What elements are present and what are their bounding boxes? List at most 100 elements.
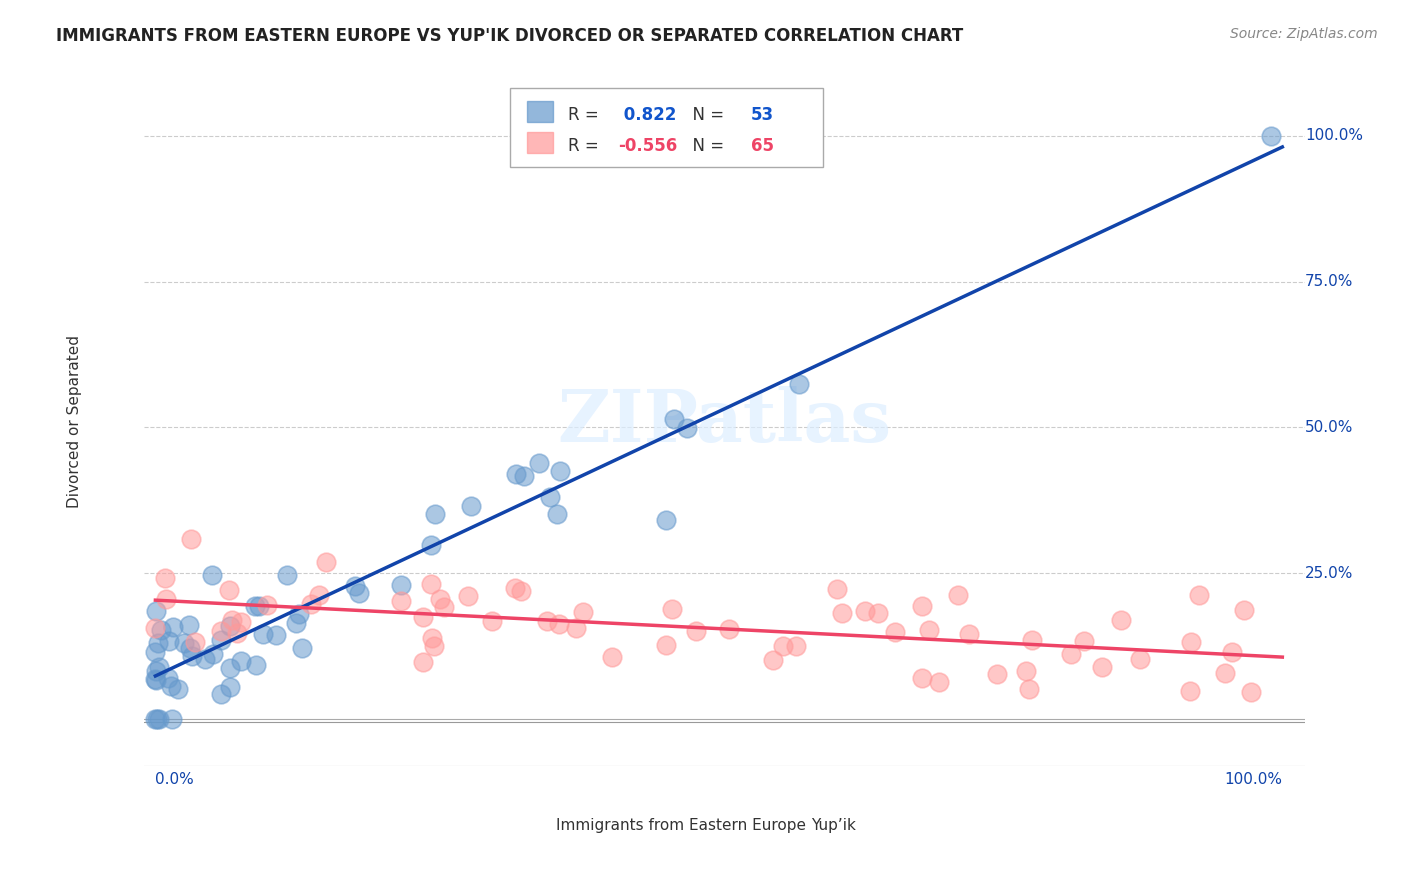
Point <box>419 538 441 552</box>
Point <box>419 576 441 591</box>
Point <box>548 616 571 631</box>
Point <box>957 626 980 640</box>
Text: 0.822: 0.822 <box>617 106 676 124</box>
FancyBboxPatch shape <box>516 820 541 835</box>
Point <box>264 628 287 642</box>
Point <box>226 625 249 640</box>
Point <box>664 412 686 426</box>
Point <box>513 469 536 483</box>
Point <box>1015 665 1038 679</box>
FancyBboxPatch shape <box>770 820 796 835</box>
Point <box>536 614 558 628</box>
FancyBboxPatch shape <box>527 101 553 122</box>
Point <box>155 571 177 585</box>
Text: N =: N = <box>682 106 728 124</box>
Text: 65: 65 <box>751 137 775 155</box>
Point <box>162 712 184 726</box>
Text: Divorced or Separated: Divorced or Separated <box>67 335 82 508</box>
Point <box>145 673 167 687</box>
Text: 53: 53 <box>751 106 775 124</box>
Point <box>510 584 533 599</box>
Point <box>177 617 200 632</box>
Text: 50.0%: 50.0% <box>1305 420 1353 435</box>
Point <box>762 653 785 667</box>
Point <box>146 636 169 650</box>
Point <box>276 568 298 582</box>
Point <box>548 464 571 478</box>
Point <box>145 712 167 726</box>
Text: Source: ZipAtlas.com: Source: ZipAtlas.com <box>1230 27 1378 41</box>
Text: -0.556: -0.556 <box>617 137 676 155</box>
Point <box>661 602 683 616</box>
Point <box>252 627 274 641</box>
Point <box>150 623 173 637</box>
Point <box>1091 660 1114 674</box>
Point <box>218 583 240 598</box>
Point <box>173 636 195 650</box>
Point <box>868 607 890 621</box>
Point <box>145 645 167 659</box>
Point <box>247 599 270 613</box>
Point <box>564 622 586 636</box>
Point <box>218 661 240 675</box>
Text: 75.0%: 75.0% <box>1305 274 1353 289</box>
Point <box>772 639 794 653</box>
Point <box>157 633 180 648</box>
Point <box>180 648 202 663</box>
Point <box>412 655 434 669</box>
FancyBboxPatch shape <box>527 132 553 153</box>
Text: Yup’ik: Yup’ik <box>811 818 856 832</box>
Point <box>422 640 444 654</box>
Point <box>831 606 853 620</box>
Point <box>460 499 482 513</box>
Point <box>1260 128 1282 143</box>
Point <box>209 687 232 701</box>
FancyBboxPatch shape <box>510 87 823 167</box>
Point <box>201 568 224 582</box>
Point <box>288 607 311 621</box>
Text: R =: R = <box>568 106 603 124</box>
Point <box>202 647 225 661</box>
Point <box>505 467 527 482</box>
Point <box>911 599 934 614</box>
Point <box>1021 633 1043 648</box>
Point <box>219 618 242 632</box>
Point <box>194 651 217 665</box>
Point <box>1213 665 1236 680</box>
Point <box>291 640 314 655</box>
Point <box>928 674 950 689</box>
Point <box>221 613 243 627</box>
Point <box>145 621 167 635</box>
Point <box>457 589 479 603</box>
Point <box>505 581 527 595</box>
Point <box>229 615 252 629</box>
Point <box>1060 647 1083 661</box>
Point <box>209 624 232 638</box>
Point <box>572 605 595 619</box>
Point <box>1220 645 1243 659</box>
Point <box>685 624 707 638</box>
Point <box>546 507 568 521</box>
Point <box>986 667 1008 681</box>
Point <box>209 633 232 648</box>
Text: 100.0%: 100.0% <box>1305 128 1362 144</box>
Point <box>256 598 278 612</box>
Point <box>145 664 167 678</box>
Point <box>389 577 412 591</box>
Point <box>420 632 443 646</box>
Point <box>787 377 810 392</box>
Point <box>425 507 447 521</box>
Point <box>600 650 623 665</box>
Point <box>433 600 456 615</box>
Point <box>315 555 337 569</box>
Point <box>785 639 807 653</box>
Point <box>429 592 451 607</box>
Point <box>179 640 201 655</box>
Text: IMMIGRANTS FROM EASTERN EUROPE VS YUP'IK DIVORCED OR SEPARATED CORRELATION CHART: IMMIGRANTS FROM EASTERN EUROPE VS YUP'IK… <box>56 27 963 45</box>
Point <box>344 579 367 593</box>
Point <box>1109 613 1132 627</box>
Point <box>245 599 267 614</box>
Text: R =: R = <box>568 137 603 155</box>
Point <box>1073 634 1095 648</box>
Point <box>389 594 412 608</box>
